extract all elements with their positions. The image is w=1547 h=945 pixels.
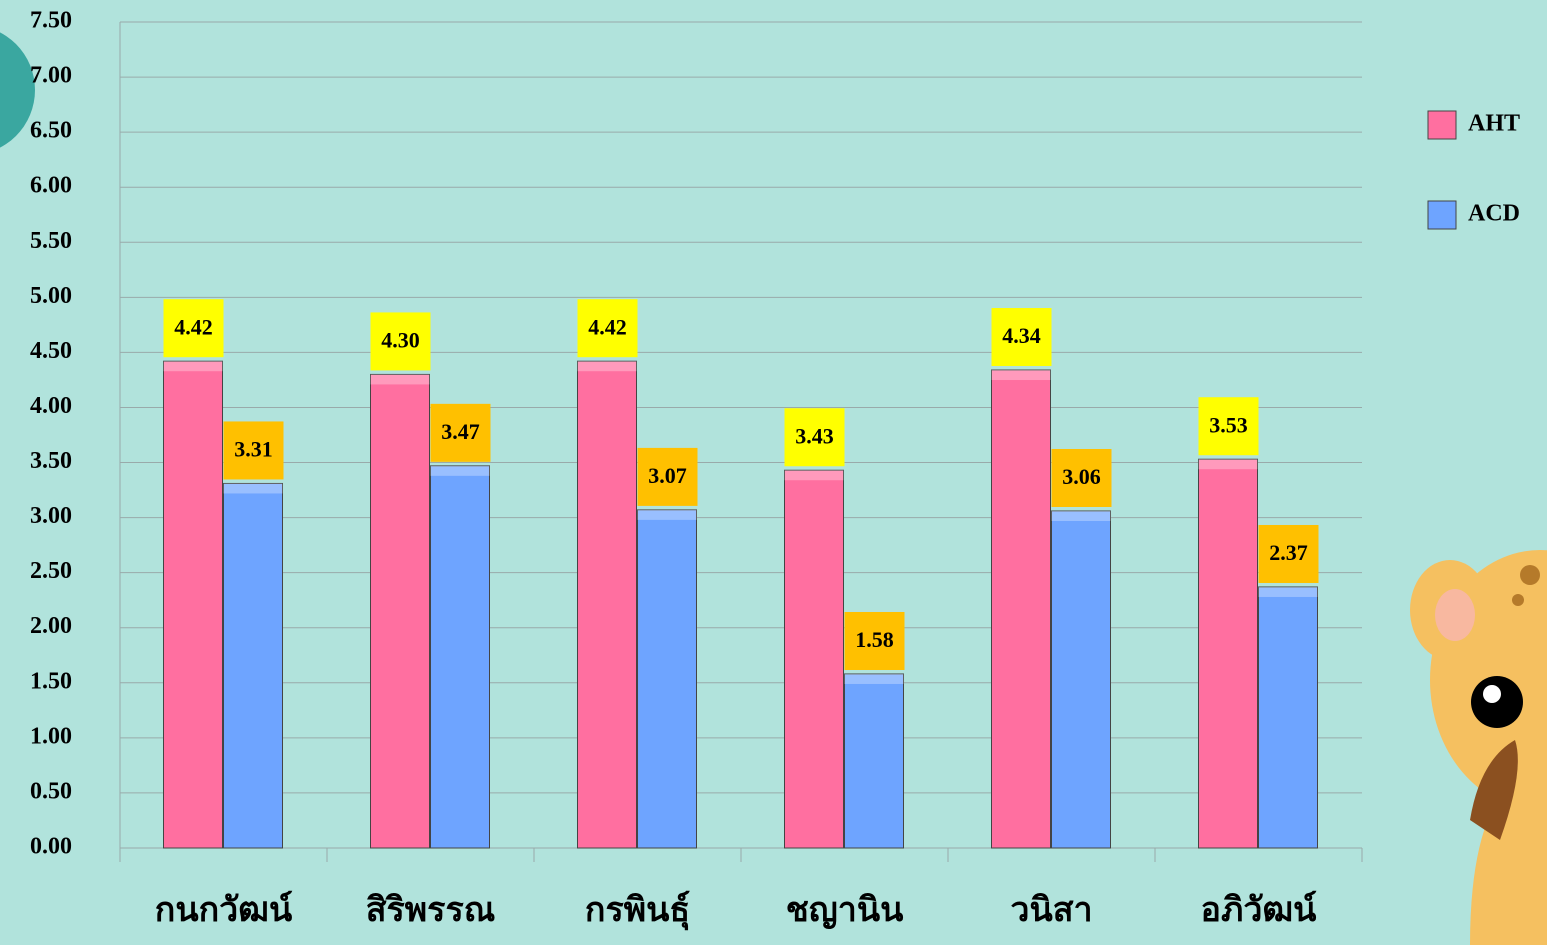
value-label-box (844, 611, 905, 670)
value-label-box (577, 299, 638, 358)
bar-top (1258, 586, 1318, 597)
value-label-box (370, 312, 431, 371)
bar-top (370, 374, 430, 385)
x-tick-label: ชญานิน (786, 890, 904, 930)
bar (637, 509, 697, 849)
legend-swatch (1427, 200, 1457, 230)
value-label-box (223, 421, 284, 480)
value-label: 3.06 (1062, 464, 1101, 489)
y-tick-label: 3.50 (30, 448, 72, 474)
bar (1051, 510, 1111, 849)
bar (1198, 458, 1258, 849)
value-label: 4.34 (1002, 323, 1041, 348)
legend-label: ACD (1468, 201, 1520, 227)
value-label: 1.58 (855, 627, 894, 652)
bar-top (637, 509, 697, 520)
x-tick-label: อภิวัฒน์ (1201, 890, 1317, 930)
y-tick-label: 7.00 (30, 63, 72, 89)
bar (430, 465, 490, 849)
bar-top (163, 361, 223, 372)
y-tick-label: 5.00 (30, 283, 72, 309)
bar-top (1051, 510, 1111, 521)
y-tick-label: 7.50 (30, 8, 72, 34)
bar (577, 360, 637, 849)
y-tick-label: 2.00 (30, 613, 72, 639)
value-label: 3.31 (234, 437, 273, 462)
value-label: 3.07 (648, 463, 687, 488)
legend-label: AHT (1468, 111, 1520, 137)
value-label: 3.53 (1209, 412, 1248, 437)
y-tick-label: 6.00 (30, 173, 72, 199)
y-tick-label: 6.50 (30, 118, 72, 144)
value-label-box (784, 408, 845, 467)
bar-top (577, 361, 637, 372)
x-tick-label: วนิสา (1010, 890, 1092, 930)
bar-top (844, 673, 904, 684)
bar-top (1198, 459, 1258, 470)
x-tick-label: สิริพรรณ (366, 890, 496, 930)
x-tick-label: กนกวัฒน์ (155, 890, 293, 930)
value-label-box (637, 447, 698, 506)
legend-swatch (1427, 110, 1457, 140)
value-label: 4.30 (381, 327, 420, 352)
bar (784, 469, 844, 849)
y-tick-label: 1.50 (30, 668, 72, 694)
value-label-box (163, 299, 224, 358)
bar (1258, 586, 1318, 849)
bar (223, 482, 283, 849)
value-label: 4.42 (588, 314, 627, 339)
bar (163, 360, 223, 849)
bar-top (430, 465, 490, 476)
y-tick-label: 5.50 (30, 228, 72, 254)
value-label-box (991, 308, 1052, 367)
x-tick-label: กรพินธุ์ (585, 890, 690, 931)
value-label: 3.43 (795, 423, 834, 448)
bar (991, 369, 1051, 849)
cartoon (1410, 550, 1547, 945)
y-tick-label: 4.50 (30, 338, 72, 364)
value-label: 4.42 (174, 314, 213, 339)
bar (370, 373, 430, 849)
value-label: 2.37 (1269, 540, 1308, 565)
value-label-box (1258, 524, 1319, 583)
y-tick-label: 2.50 (30, 558, 72, 584)
y-tick-label: 0.50 (30, 778, 72, 804)
value-label-box (430, 403, 491, 462)
bar-top (991, 370, 1051, 381)
value-label-box (1051, 448, 1112, 507)
decoration-circle (0, 32, 35, 148)
y-tick-label: 3.00 (30, 503, 72, 529)
bar (844, 673, 904, 849)
bar-top (784, 470, 844, 481)
y-tick-label: 1.00 (30, 723, 72, 749)
bar-top (223, 483, 283, 494)
value-label-box (1198, 397, 1259, 456)
y-tick-label: 4.00 (30, 393, 72, 419)
y-tick-label: 0.00 (30, 834, 72, 860)
value-label: 3.47 (441, 419, 480, 444)
